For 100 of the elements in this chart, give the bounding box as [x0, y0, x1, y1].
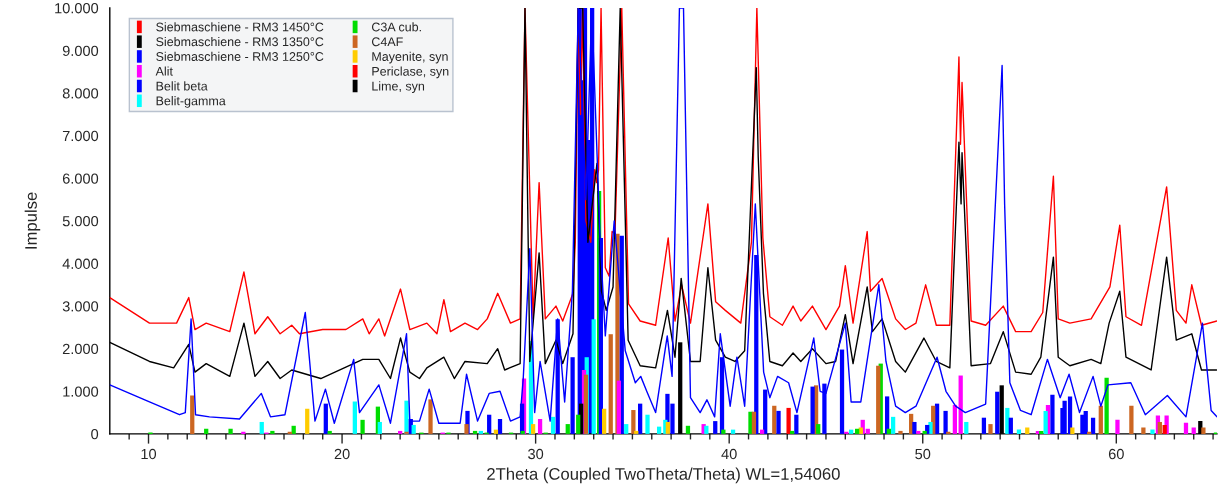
- bar: [497, 418, 503, 434]
- bar: [772, 405, 777, 434]
- bar: [943, 410, 948, 434]
- bar: [1025, 427, 1030, 434]
- bar: [1201, 427, 1206, 434]
- y-tick-label: 6.000: [62, 173, 99, 184]
- bar: [1150, 429, 1155, 434]
- bar: [776, 410, 781, 434]
- bar: [638, 403, 643, 434]
- y-tick-label: 7.000: [62, 130, 99, 142]
- y-tick-label: 2.000: [62, 343, 99, 355]
- bar: [634, 430, 639, 434]
- bar: [789, 430, 795, 434]
- bar: [1162, 424, 1167, 434]
- bar: [360, 419, 365, 434]
- bar: [624, 424, 629, 434]
- bar: [816, 424, 821, 434]
- bar: [952, 404, 957, 434]
- bar: [478, 430, 483, 434]
- legend-label: Periclase, syn: [372, 66, 449, 79]
- bar: [794, 414, 799, 434]
- bar: [964, 421, 969, 434]
- bar: [411, 424, 416, 434]
- bar: [428, 399, 433, 434]
- bar: [404, 400, 409, 434]
- bar: [377, 421, 382, 434]
- legend-label: C4AF: [371, 37, 403, 47]
- bar: [839, 349, 845, 434]
- bar: [748, 411, 753, 434]
- x-tick-label: 30: [528, 448, 544, 460]
- bar: [464, 424, 469, 434]
- bar: [1157, 421, 1162, 434]
- bar: [1005, 407, 1010, 434]
- bar: [1104, 377, 1109, 434]
- bar: [305, 408, 310, 434]
- bar: [1115, 419, 1120, 434]
- bar: [291, 425, 296, 434]
- x-tick-label: 60: [1108, 448, 1124, 460]
- bar: [270, 430, 275, 434]
- bar: [576, 414, 581, 434]
- y-tick-label: 4.000: [62, 258, 99, 269]
- bar: [1183, 422, 1189, 434]
- bar: [898, 430, 903, 434]
- bar: [398, 430, 403, 434]
- bar: [934, 403, 940, 434]
- x-tick-label: 10: [141, 448, 157, 460]
- bar: [891, 416, 896, 434]
- bar: [1043, 410, 1048, 434]
- legend-label: Belit beta: [156, 81, 208, 91]
- bar: [995, 391, 1000, 434]
- bar: [1080, 414, 1085, 434]
- y-tick-label: 1.000: [63, 386, 99, 397]
- bar: [685, 425, 691, 434]
- bar: [1008, 417, 1013, 434]
- bar: [1129, 405, 1134, 434]
- bar: [352, 401, 357, 434]
- bar: [1039, 430, 1044, 434]
- x-tick-label: 40: [721, 448, 737, 460]
- bar: [204, 428, 209, 434]
- bar: [228, 428, 233, 434]
- legend-label: Belit-gamma: [156, 96, 226, 108]
- x-tick-label: 50: [915, 448, 931, 460]
- bar: [721, 429, 726, 434]
- legend-label: Siebmaschiene - RM3 1450°C: [156, 22, 324, 32]
- x-tick-label: 20: [334, 448, 350, 460]
- bar: [608, 334, 613, 434]
- bar: [327, 430, 332, 434]
- bar: [550, 416, 556, 434]
- bar: [981, 417, 987, 434]
- y-axis-title: Impulse: [24, 192, 41, 249]
- bar: [487, 414, 492, 434]
- bar: [616, 380, 621, 434]
- legend-label: Siebmaschiene - RM3 1250°C: [156, 51, 324, 61]
- legend-label: Mayenite, syn: [372, 51, 448, 64]
- bar: [810, 386, 815, 434]
- bar: [602, 408, 607, 434]
- bar: [786, 407, 791, 434]
- bar: [570, 357, 575, 434]
- legend-label: C3A cub.: [371, 22, 421, 32]
- bar: [1050, 394, 1055, 434]
- bar: [583, 374, 589, 434]
- bar: [472, 430, 478, 434]
- bar: [645, 414, 650, 434]
- y-tick-label: 9.000: [62, 45, 99, 56]
- bar: [404, 431, 409, 434]
- legend-label: Lime, syn: [372, 81, 425, 93]
- bar: [1141, 427, 1146, 434]
- bar: [656, 426, 662, 434]
- y-tick-label: 5.000: [62, 216, 99, 227]
- bar: [631, 410, 636, 434]
- legend-label: Siebmaschiene - RM3 1350°C: [156, 36, 324, 47]
- bar: [958, 375, 963, 434]
- y-tick-label: 10.000: [55, 3, 99, 14]
- y-tick-label: 8.000: [62, 88, 99, 99]
- bar: [520, 430, 525, 434]
- y-tick-label: 0: [91, 428, 99, 440]
- bar: [916, 430, 921, 434]
- bar: [1070, 427, 1075, 434]
- bar: [259, 421, 264, 434]
- y-tick-label: 3.000: [62, 301, 99, 312]
